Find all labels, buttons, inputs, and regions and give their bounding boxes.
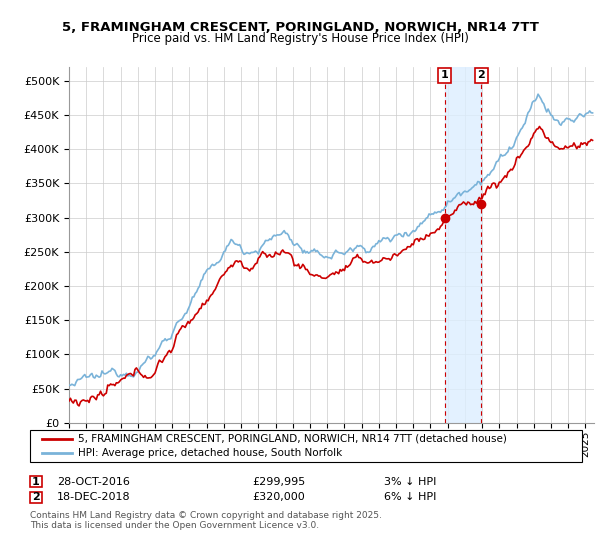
Text: 1: 1 [32,477,40,487]
Text: 3% ↓ HPI: 3% ↓ HPI [384,477,436,487]
Text: Price paid vs. HM Land Registry's House Price Index (HPI): Price paid vs. HM Land Registry's House … [131,32,469,45]
Text: 2: 2 [32,492,40,502]
Text: 18-DEC-2018: 18-DEC-2018 [57,492,131,502]
Text: £320,000: £320,000 [252,492,305,502]
Text: 6% ↓ HPI: 6% ↓ HPI [384,492,436,502]
Text: 5, FRAMINGHAM CRESCENT, PORINGLAND, NORWICH, NR14 7TT: 5, FRAMINGHAM CRESCENT, PORINGLAND, NORW… [62,21,538,34]
Bar [445,67,481,423]
Text: 5, FRAMINGHAM CRESCENT, PORINGLAND, NORWICH, NR14 7TT (detached house): 5, FRAMINGHAM CRESCENT, PORINGLAND, NORW… [78,433,507,444]
Text: 1: 1 [441,71,448,81]
Text: £299,995: £299,995 [252,477,305,487]
Text: HPI: Average price, detached house, South Norfolk: HPI: Average price, detached house, Sout… [78,448,342,458]
Text: 2: 2 [478,71,485,81]
Text: Contains HM Land Registry data © Crown copyright and database right 2025.
This d: Contains HM Land Registry data © Crown c… [30,511,382,530]
Text: 28-OCT-2016: 28-OCT-2016 [57,477,130,487]
